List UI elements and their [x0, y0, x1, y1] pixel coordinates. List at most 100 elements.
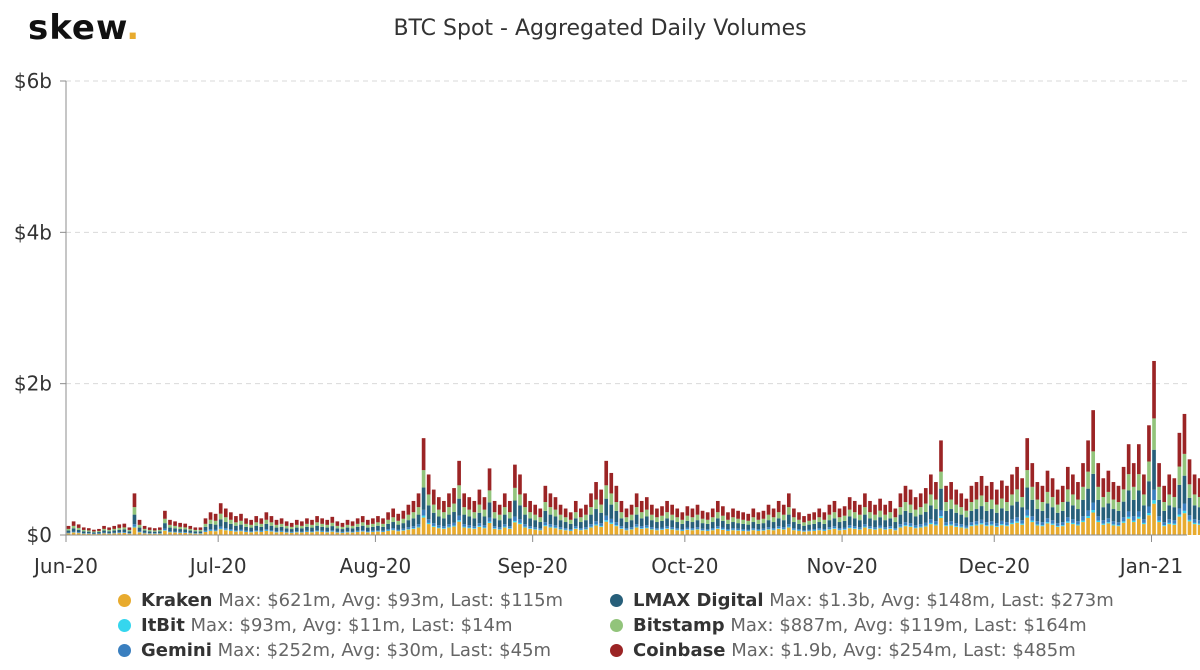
bar-segment-coinbase [122, 523, 127, 528]
bar-segment-gemini [1081, 516, 1085, 521]
bar-segment-kraken [300, 532, 304, 535]
bar-segment-coinbase [1045, 470, 1050, 492]
bar-segment-lmax [173, 528, 177, 532]
bar-segment-gemini [634, 524, 639, 527]
bar-segment-kraken [746, 531, 751, 535]
bar-segment-gemini [1025, 509, 1030, 516]
legend-item-coinbase[interactable]: Coinbase Max: $1.9b, Avg: $254m, Last: $… [610, 640, 1076, 661]
bar-segment-gemini [1121, 517, 1126, 522]
bar-segment-kraken [1050, 524, 1055, 535]
bar-segment-lmax [797, 523, 801, 530]
bar-segment-lmax [208, 523, 213, 530]
bar-segment-itbit [989, 524, 994, 526]
bar-segment-gemini [771, 528, 776, 530]
bar-segment-coinbase [1065, 466, 1070, 490]
bar-segment-lmax [1197, 507, 1200, 521]
bar-segment-bitstamp [259, 523, 264, 527]
bar-segment-coinbase [1142, 474, 1146, 495]
bar-segment-kraken [86, 533, 91, 535]
bar-segment-lmax [812, 523, 817, 530]
bar-segment-gemini [1167, 519, 1172, 523]
bar-segment-gemini [269, 530, 274, 532]
bar-segment-gemini [462, 524, 467, 527]
bar-segment-gemini [761, 528, 766, 531]
bar-segment-kraken [563, 530, 568, 535]
bar-segment-kraken [198, 533, 203, 535]
x-tick-label: Jul-20 [188, 554, 247, 578]
bar-segment-lmax [1152, 449, 1156, 490]
bar-segment-coinbase [71, 521, 76, 526]
bar-segment-bitstamp [1081, 486, 1085, 500]
bar-segment-lmax [508, 518, 512, 527]
bar-segment-gemini [467, 525, 472, 528]
bar-segment-kraken [81, 533, 86, 535]
bar-segment-lmax [944, 510, 948, 523]
bar-segment-lmax [670, 520, 674, 528]
bar-segment-bitstamp [350, 525, 355, 529]
bar-segment-coinbase [117, 524, 122, 528]
bar-segment-itbit [1106, 522, 1111, 524]
skew-logo: skew. [28, 8, 140, 48]
bar-segment-kraken [979, 524, 984, 535]
bar-segment-coinbase [452, 488, 456, 504]
bar-segment-itbit [1136, 516, 1141, 519]
legend-item-itbit[interactable]: ItBit Max: $93m, Avg: $11m, Last: $14m [118, 615, 513, 636]
bar-segment-coinbase [229, 512, 233, 520]
bar-segment-itbit [523, 526, 527, 528]
bar-segment-kraken [1055, 526, 1060, 535]
bar-segment-coinbase [695, 504, 700, 515]
bar-segment-coinbase [208, 512, 213, 520]
bar-segment-lmax [604, 498, 609, 516]
bar-segment-gemini [1096, 516, 1101, 521]
bar-segment-lmax [614, 510, 619, 523]
bar-segment-kraken [918, 527, 923, 535]
bar-segment-gemini [908, 523, 913, 526]
bar-segment-coinbase [984, 485, 989, 503]
bar-segment-lmax [315, 525, 319, 531]
bar-segment-gemini [873, 527, 877, 529]
bar-segment-coinbase [1177, 432, 1182, 467]
bar-segment-kraken [1177, 516, 1182, 535]
bar-segment-kraken [797, 530, 801, 535]
bar-segment-gemini [644, 525, 649, 528]
bar-segment-lmax [376, 525, 380, 531]
bar-segment-itbit [599, 525, 603, 527]
bar-segment-gemini [731, 528, 735, 530]
bar-segment-kraken [893, 530, 898, 535]
bar-segment-coinbase [1106, 470, 1111, 492]
legend-item-kraken[interactable]: Kraken Max: $621m, Avg: $93m, Last: $115… [118, 590, 563, 611]
legend-item-lmax-digital[interactable]: LMAX Digital Max: $1.3b, Avg: $148m, Las… [610, 590, 1114, 611]
bar-segment-coinbase [1055, 489, 1060, 505]
bar-segment-gemini [386, 529, 390, 531]
bar-segment-coinbase [137, 519, 142, 525]
bar-segment-coinbase [360, 516, 365, 523]
bar-segment-bitstamp [1101, 496, 1106, 508]
bar-segment-kraken [558, 529, 563, 535]
bar-segment-bitstamp [974, 499, 979, 510]
bar-segment-lmax [1187, 497, 1192, 516]
bar-segment-itbit [954, 525, 959, 527]
bar-segment-coinbase [913, 497, 918, 510]
bar-segment-coinbase [715, 500, 720, 513]
bar-segment-coinbase [868, 500, 872, 513]
bar-segment-lmax [203, 526, 208, 531]
bar-segment-gemini [1055, 523, 1060, 526]
bar-segment-kraken [898, 527, 903, 535]
bar-segment-itbit [1116, 525, 1121, 527]
bar-segment-kraken [1167, 524, 1172, 535]
legend-item-bitstamp[interactable]: Bitstamp Max: $887m, Avg: $119m, Last: $… [610, 615, 1087, 636]
bar-segment-coinbase [1035, 482, 1040, 500]
bar-segment-bitstamp [939, 471, 943, 489]
bar-segment-lmax [477, 512, 482, 524]
bar-segment-coinbase [294, 519, 299, 525]
legend-item-gemini[interactable]: Gemini Max: $252m, Avg: $30m, Last: $45m [118, 640, 551, 661]
bar-segment-itbit [690, 529, 695, 531]
bar-segment-bitstamp [736, 518, 740, 524]
bar-segment-lmax [655, 522, 659, 529]
bar-segment-bitstamp [1096, 486, 1101, 500]
bar-segment-coinbase [269, 516, 274, 523]
bar-segment-kraken [345, 532, 350, 535]
bar-segment-itbit [1177, 514, 1182, 517]
bar-segment-itbit [847, 527, 852, 529]
bar-segment-bitstamp [721, 515, 725, 521]
